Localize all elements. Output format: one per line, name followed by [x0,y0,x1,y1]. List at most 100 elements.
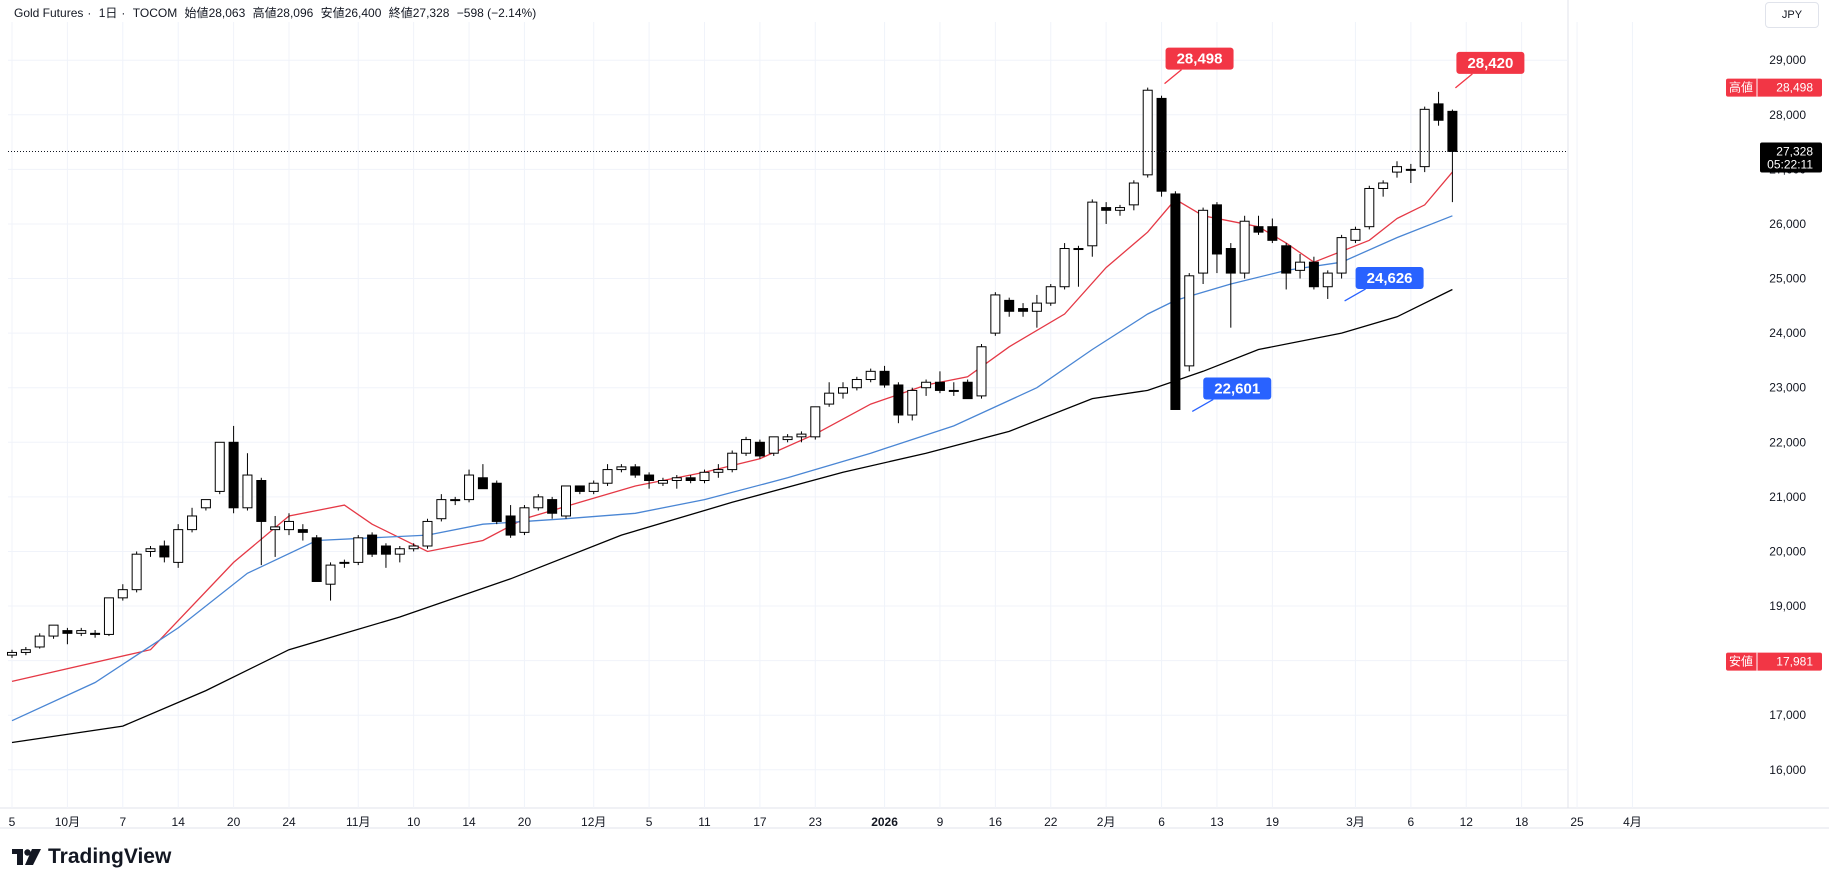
price-tick-label: 28,000 [1769,108,1806,122]
candle-down [547,499,558,514]
annotation-pointer [1164,69,1182,85]
candle-down [1156,97,1167,192]
candle-up [657,480,668,484]
candle-down [1433,103,1444,121]
candle-up [713,469,724,473]
time-tick-label: 20 [518,815,532,829]
price-tag-box [1726,78,1822,97]
candle-up [394,548,405,555]
candle-up [1115,207,1125,211]
tradingview-logo[interactable]: TradingView [12,845,171,869]
candle-down [62,630,73,634]
time-tick-label: 16 [989,815,1003,829]
close-label: 終値 [388,6,413,20]
candle-up [1184,275,1195,367]
price-tag-value: 28,498 [1776,81,1813,95]
price-tick-label: 22,000 [1769,435,1806,449]
price-tick-label: 19,000 [1769,599,1806,613]
candle-down [1308,261,1319,288]
time-tick-label: 24 [282,815,296,829]
high-value: 28,096 [276,6,314,20]
candle-up [616,466,627,471]
time-tick-label: 14 [462,815,476,829]
time-tick-label: 9 [937,815,944,829]
annotation-label: 24,626 [1367,270,1413,287]
candle-down [1225,248,1236,274]
candle-up [741,439,752,454]
candle-up [284,520,294,531]
annotation-label: 28,420 [1467,55,1513,72]
annotation-box [1203,377,1272,400]
candle-down [754,441,765,457]
candle-up [727,452,738,471]
candle-up [270,526,281,531]
candle-up [422,520,433,547]
time-tick-label: 11月 [346,815,370,829]
candle-down [228,441,239,509]
candle-up [810,406,821,438]
price-tick-label: 29,000 [1769,53,1806,67]
open-value: 28,063 [208,6,246,20]
candle-up [533,496,544,509]
time-tick-label: 3月 [1346,815,1365,829]
candle-up [851,379,862,389]
candle-up [34,635,45,648]
candle-up [1198,209,1209,274]
candle-up [561,485,571,517]
price-tick-label: 24,000 [1769,326,1806,340]
ma-long-line [11,288,1453,744]
time-tick-label: 10 [407,815,421,829]
candle-up [1322,272,1333,288]
currency-button[interactable]: JPY [1765,2,1819,28]
candle-up [907,389,918,416]
candle-up [865,370,876,381]
brand-name: TradingView [48,845,172,868]
candles [7,87,1458,658]
candle-up [602,469,613,484]
time-tick-label: 5 [9,815,16,829]
tradingview-logo-icon [12,849,41,865]
candle-up [20,649,31,653]
annotation-label: 22,601 [1214,380,1260,397]
low-label: 安値 [320,6,345,20]
candle-up [76,630,87,634]
candle-up [921,381,932,389]
candle-up [824,392,835,405]
candle-up [1128,182,1139,206]
time-axis[interactable]: 5 10月 7 14 20 24 11月 10 14 20 12月 5 11 17 23 2026 9 16 22 2… [9,815,1642,829]
candle-up [214,441,225,492]
time-tick-label: 14 [172,815,186,829]
candle-up [976,346,987,397]
symbol-legend[interactable]: Gold Futures · 1日 · TOCOM 始値28,063 高値28,09… [14,6,537,20]
candle-down [367,534,378,555]
close-value: 27,328 [412,6,450,20]
candle-down [1211,204,1222,255]
candle-up [1392,166,1402,173]
price-axis[interactable]: 16,00017,00018,00019,00020,00021,00022,0… [1726,53,1822,777]
candle-up [187,515,198,531]
candle-up [1239,220,1250,274]
candle-up [200,499,211,509]
candle-up [242,474,253,509]
price-tag-label: 高値 [1729,80,1753,95]
ma-short-line [11,171,1453,683]
candle-down [879,370,890,386]
high-low-annotations: 28,498 28,420 22,601 24,626 [8,47,1568,413]
time-tick-label: 11 [698,815,711,829]
price-tag-value: 17,981 [1776,655,1813,669]
price-tick-label: 26,000 [1769,217,1806,231]
candle-up [131,553,142,591]
current-price-box [1760,142,1822,173]
candle-up [1419,108,1430,168]
time-tick-label: 2026 [871,815,898,829]
candle-up [588,482,599,492]
price-tick-label: 25,000 [1769,272,1806,286]
candle-up [48,624,59,637]
moving-averages [11,171,1453,744]
annotation-box [1165,47,1234,70]
interval-label: 1日 [98,6,118,20]
candle-down [1281,245,1292,274]
time-tick-label: 23 [809,815,823,829]
price-tick-label: 23,000 [1769,381,1806,395]
